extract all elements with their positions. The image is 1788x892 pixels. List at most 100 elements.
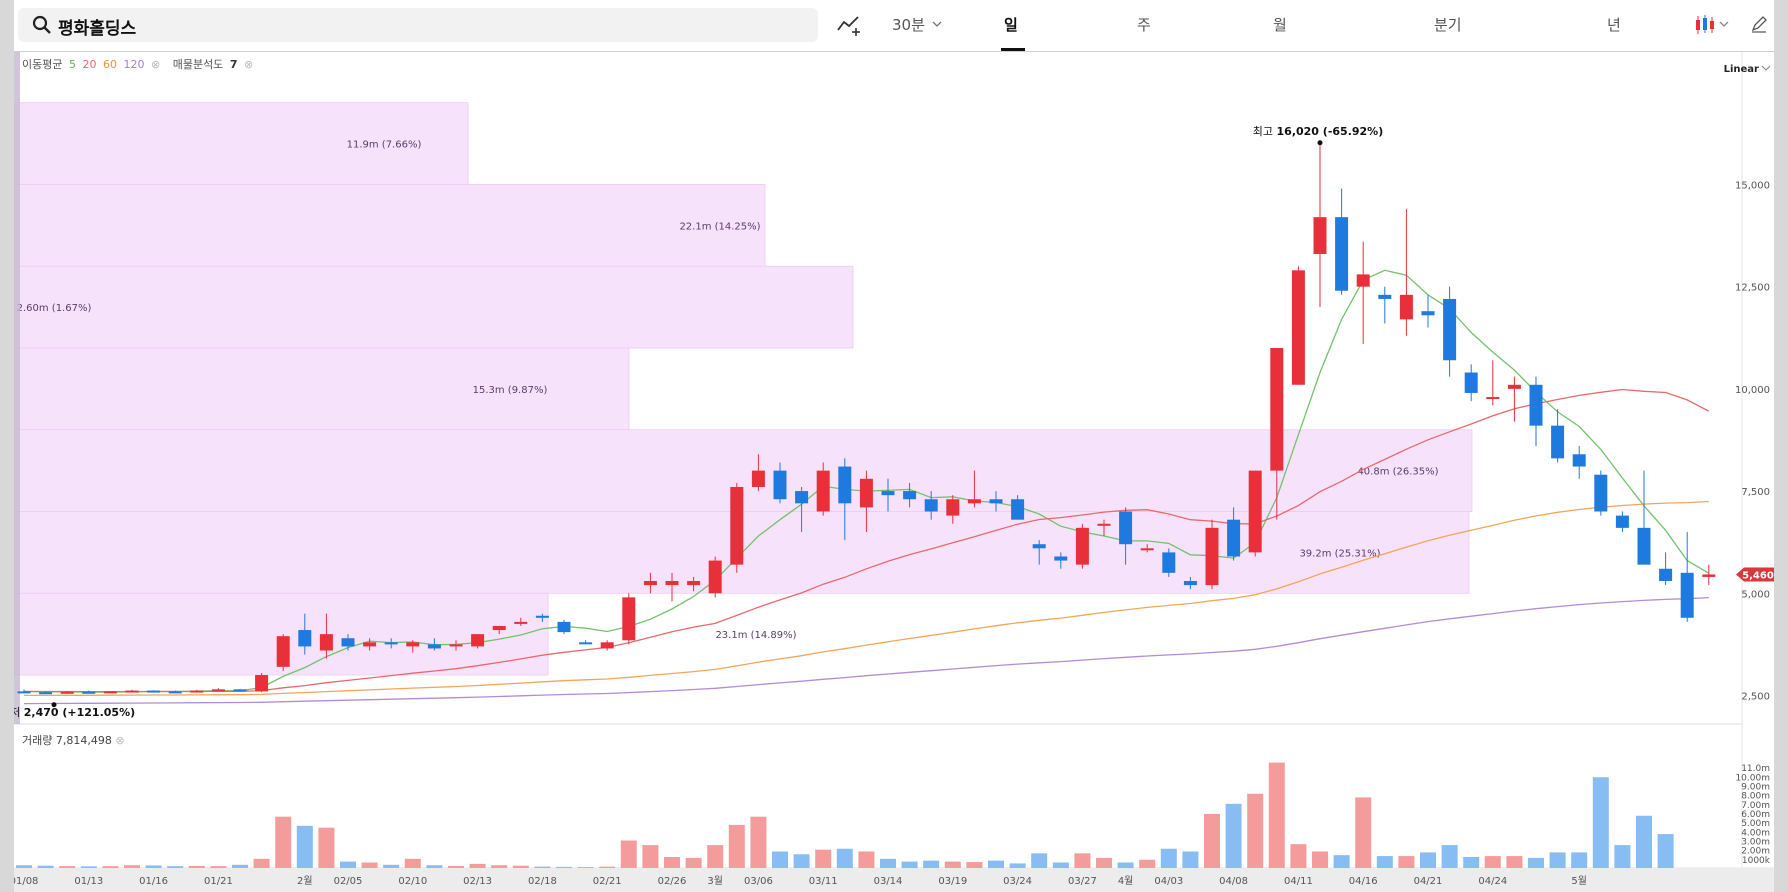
candle-body <box>1378 294 1392 299</box>
vp-label[interactable]: 매물분석도 <box>172 58 224 71</box>
ma-label[interactable]: 이동평균 <box>22 58 63 71</box>
candle-body <box>514 621 528 624</box>
candle-body <box>924 499 938 512</box>
volume-bar <box>1592 777 1609 868</box>
candle-body <box>147 690 161 693</box>
volume-bar <box>124 865 140 868</box>
volume-bar <box>1031 853 1048 868</box>
low-label: 최저 <box>14 706 24 719</box>
tab-year[interactable]: 년 <box>1607 16 1621 34</box>
draw-trend-icon[interactable] <box>836 14 862 36</box>
volume-bar <box>1398 856 1415 868</box>
interval-select[interactable]: 30분 <box>892 16 925 34</box>
volume-bar <box>772 851 788 868</box>
volume-bar <box>1376 856 1393 868</box>
date-tick-label: 4월 <box>1118 875 1134 887</box>
last-price-label: 5,460 <box>1742 570 1774 581</box>
candle-body <box>39 692 53 695</box>
chart-frame: 11.9m (7.66%) 22.1m (14.25%) 2.60m (1.67%)… <box>14 0 1774 892</box>
tab-week[interactable]: 주 <box>1137 16 1151 34</box>
search-input[interactable]: 평화홀딩스 <box>18 8 818 42</box>
candle-body <box>1399 294 1413 320</box>
candle-body <box>1140 548 1154 551</box>
tab-quarter[interactable]: 분기 <box>1434 16 1462 34</box>
candle-body <box>125 690 139 693</box>
ma60-label: 60 <box>102 58 117 71</box>
candle-body <box>1615 515 1629 528</box>
grid <box>14 52 1774 892</box>
volume-bar <box>793 854 810 868</box>
price-chart[interactable]: 11.9m (7.66%) 22.1m (14.25%) 2.60m (1.67%)… <box>14 0 1774 892</box>
candle-body <box>903 491 917 500</box>
date-tick-label: 02/13 <box>463 876 492 887</box>
pencil-icon[interactable] <box>1750 14 1768 34</box>
profile-label: 15.3m (9.87%) <box>473 385 548 396</box>
candle-body <box>384 642 398 645</box>
profile-label: 40.8m (26.35%) <box>1357 467 1438 478</box>
volume-bar <box>1182 851 1199 868</box>
candle-body <box>881 491 895 496</box>
candle-body <box>190 690 204 693</box>
volume-bar <box>1441 845 1458 868</box>
volume-bar <box>1355 797 1372 868</box>
volume-bar <box>188 865 205 868</box>
volume-bar <box>361 862 378 868</box>
tab-day[interactable]: 일 <box>1004 16 1018 34</box>
date-tick-label: 03/06 <box>744 876 773 887</box>
candle-body <box>1270 347 1284 471</box>
candle-body <box>1702 574 1716 577</box>
candle-body <box>989 499 1003 504</box>
volume-bar <box>1204 813 1220 868</box>
volume-value: 7,814,498 <box>55 734 112 747</box>
close-icon[interactable]: ⊗ <box>115 734 125 747</box>
date-tick-label: 04/08 <box>1219 876 1248 887</box>
candle-body <box>1119 511 1133 545</box>
volume-bar <box>512 865 529 868</box>
candle-body <box>1227 519 1241 557</box>
price-tick-label: 5,000 <box>1741 589 1770 600</box>
volume-bar <box>944 861 961 868</box>
volume-bar <box>1268 762 1285 868</box>
candle-body <box>319 634 333 651</box>
candle-body <box>1529 384 1543 426</box>
profile-label: 22.1m (14.25%) <box>679 221 760 232</box>
volume-bar <box>620 840 637 868</box>
volume-bar <box>534 866 551 868</box>
tab-month[interactable]: 월 <box>1273 16 1287 34</box>
volume-bar <box>815 849 832 868</box>
date-tick-label: 04/24 <box>1478 876 1507 887</box>
volume-bar <box>102 866 119 868</box>
candle-body <box>1659 568 1673 582</box>
profile-label: 39.2m (25.31%) <box>1299 548 1380 559</box>
volume-bar <box>491 865 508 868</box>
chevron-down-icon[interactable] <box>932 20 942 28</box>
candle-body <box>492 625 506 631</box>
volume-bar <box>1484 856 1501 868</box>
ma5-label: 5 <box>68 58 76 71</box>
volume-bar <box>1506 856 1523 868</box>
volume-bar <box>404 858 421 868</box>
volume-bar <box>577 867 594 868</box>
volume-bar <box>1636 815 1652 868</box>
candle-body <box>751 470 765 487</box>
volume-tick-label: 7.00m <box>1741 801 1770 811</box>
volume-bar <box>1290 844 1307 868</box>
volume-tick-label: 9.00m <box>1741 783 1770 793</box>
close-icon[interactable]: ⊗ <box>243 58 254 71</box>
ma20-label: 20 <box>82 58 97 71</box>
volume-tick-label: 10.00m <box>1735 773 1770 783</box>
close-icon[interactable]: ⊗ <box>150 58 161 71</box>
date-tick-label: 01/16 <box>139 876 168 887</box>
volume-bar <box>340 861 356 868</box>
candle-body <box>687 581 701 586</box>
volume-bar <box>728 824 745 868</box>
candle-body <box>1443 298 1457 361</box>
last-price-tag <box>1736 567 1774 582</box>
candle-body <box>1183 581 1197 586</box>
volume-bar <box>664 857 680 868</box>
candle-body <box>622 597 636 641</box>
candle-type-icon[interactable] <box>1694 14 1734 36</box>
chevron-down-icon <box>1761 65 1771 71</box>
date-tick-label: 04/16 <box>1349 876 1378 887</box>
low-value: 2,470 (+121.05%) <box>24 706 135 719</box>
